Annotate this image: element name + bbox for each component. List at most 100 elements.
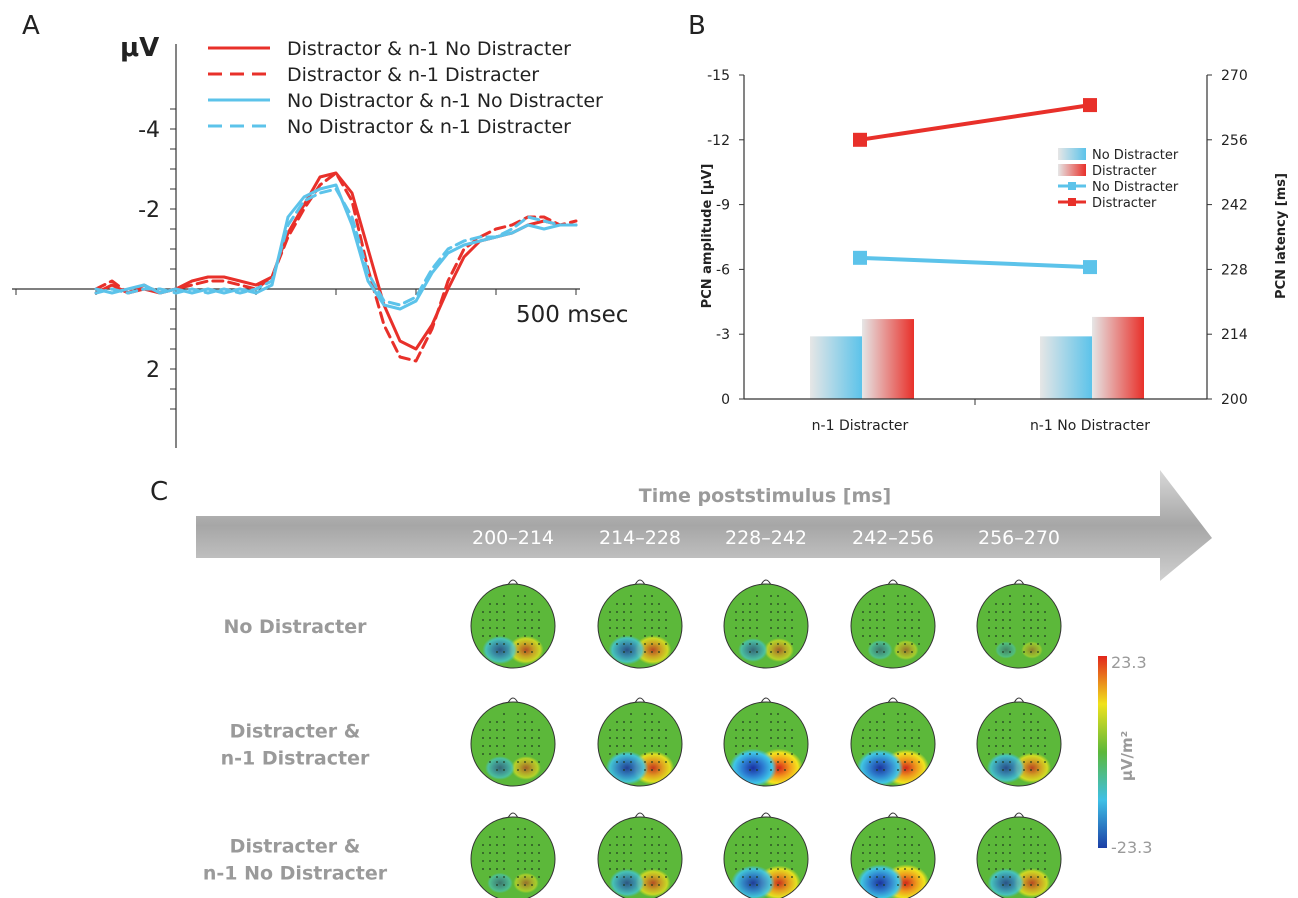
pcn-legend-label: Distracter <box>1092 196 1157 211</box>
scalp-electrode <box>538 876 540 878</box>
scalp-electrode <box>784 603 786 605</box>
scalp-electrode <box>644 651 646 653</box>
scalp-electrode <box>770 651 772 653</box>
scalp-electrode <box>531 769 533 771</box>
scalp-electrode <box>756 603 758 605</box>
scalp-electrode <box>918 737 920 739</box>
scalp-electrode <box>1009 721 1011 723</box>
scalp-electrode <box>1002 836 1004 838</box>
scalp-electrode <box>517 884 519 886</box>
scalp-electrode <box>1037 643 1039 645</box>
scalp-outline <box>470 701 556 787</box>
scalp-electrode <box>1044 876 1046 878</box>
scalp-electrode <box>1009 761 1011 763</box>
pcn-left-tick-label: -3 <box>716 327 730 343</box>
scalp-electrode <box>749 769 751 771</box>
scalp-electrode <box>995 860 997 862</box>
scalp-electrode <box>911 721 913 723</box>
scalp-electrode <box>988 635 990 637</box>
pcn-left-tick-label: 0 <box>721 392 730 408</box>
scalp-electrode <box>1030 611 1032 613</box>
scalp-electrode <box>876 769 878 771</box>
scalp-electrode <box>742 729 744 731</box>
scalp-electrode <box>784 852 786 854</box>
scalp-electrode <box>665 611 667 613</box>
scalp-electrode <box>644 769 646 771</box>
scalp-electrode <box>503 836 505 838</box>
scalp-electrode <box>918 611 920 613</box>
scalp-electrode <box>1030 828 1032 830</box>
scalp-electrode <box>531 603 533 605</box>
time-arrow <box>196 470 1212 581</box>
scalp-electrode <box>630 611 632 613</box>
scalp-electrode <box>995 745 997 747</box>
scalp-electrode <box>503 868 505 870</box>
scalp-electrode <box>869 611 871 613</box>
colorbar-max-label: 23.3 <box>1111 653 1147 672</box>
condition-row-label: n-1 No Distracter <box>203 863 388 885</box>
scalp-electrode <box>496 635 498 637</box>
scalp-outline <box>976 701 1062 787</box>
scalp-electrode <box>988 627 990 629</box>
scalp-electrode <box>1009 868 1011 870</box>
scalp-electrode <box>756 643 758 645</box>
scalp-electrode <box>517 595 519 597</box>
scalp-electrode <box>1009 603 1011 605</box>
scalp-electrode <box>630 627 632 629</box>
scalp-electrode <box>531 737 533 739</box>
scalp-electrode <box>609 868 611 870</box>
scalp-electrode <box>1037 844 1039 846</box>
scalp-electrode <box>538 753 540 755</box>
scalp-electrode <box>995 737 997 739</box>
scalp-electrode <box>531 611 533 613</box>
scalp-electrode <box>862 635 864 637</box>
scalp-electrode <box>897 860 899 862</box>
scalp-electrode <box>609 844 611 846</box>
scalp-electrode <box>791 635 793 637</box>
scalp-electrode <box>665 627 667 629</box>
scalp-electrode <box>904 603 906 605</box>
scalp-negative-blob <box>856 864 904 898</box>
scalp-electrode <box>1037 627 1039 629</box>
scalp-electrode <box>911 619 913 621</box>
scalp-electrode <box>658 737 660 739</box>
scalp-electrode <box>489 876 491 878</box>
scalp-electrode <box>883 619 885 621</box>
scalp-electrode <box>531 844 533 846</box>
scalp-electrode <box>897 619 899 621</box>
pcn-legend-bar-swatch <box>1058 164 1086 176</box>
scalp-electrode <box>630 844 632 846</box>
scalp-electrode <box>531 876 533 878</box>
scalp-electrode <box>918 729 920 731</box>
scalp-electrode <box>1030 761 1032 763</box>
scalp-electrode <box>735 852 737 854</box>
scalp-electrode <box>623 635 625 637</box>
scalp-electrode <box>1044 852 1046 854</box>
scalp-electrode <box>1002 611 1004 613</box>
scalp-electrode <box>524 876 526 878</box>
scalp-outline <box>597 583 683 669</box>
scalp-electrode <box>742 745 744 747</box>
scalp-electrode <box>876 611 878 613</box>
scalp-electrode <box>770 868 772 870</box>
scalp-electrode <box>531 761 533 763</box>
scalp-electrode <box>623 844 625 846</box>
scalp-electrode <box>784 769 786 771</box>
scalp-electrode <box>862 753 864 755</box>
scalp-electrode <box>756 627 758 629</box>
scalp-electrode <box>503 603 505 605</box>
scalp-electrode <box>1002 753 1004 755</box>
scalp-electrode <box>883 729 885 731</box>
scalp-electrode <box>1030 603 1032 605</box>
scalp-electrode <box>911 745 913 747</box>
scalp-electrode <box>1037 769 1039 771</box>
topography-maps <box>470 579 1062 898</box>
scalp-electrode <box>756 595 758 597</box>
scalp-electrode <box>897 611 899 613</box>
scalp-electrode <box>876 884 878 886</box>
scalp-electrode <box>911 860 913 862</box>
scalp-electrode <box>784 651 786 653</box>
scalp-electrode <box>1037 635 1039 637</box>
scalp-electrode <box>630 651 632 653</box>
scalp-electrode <box>496 603 498 605</box>
